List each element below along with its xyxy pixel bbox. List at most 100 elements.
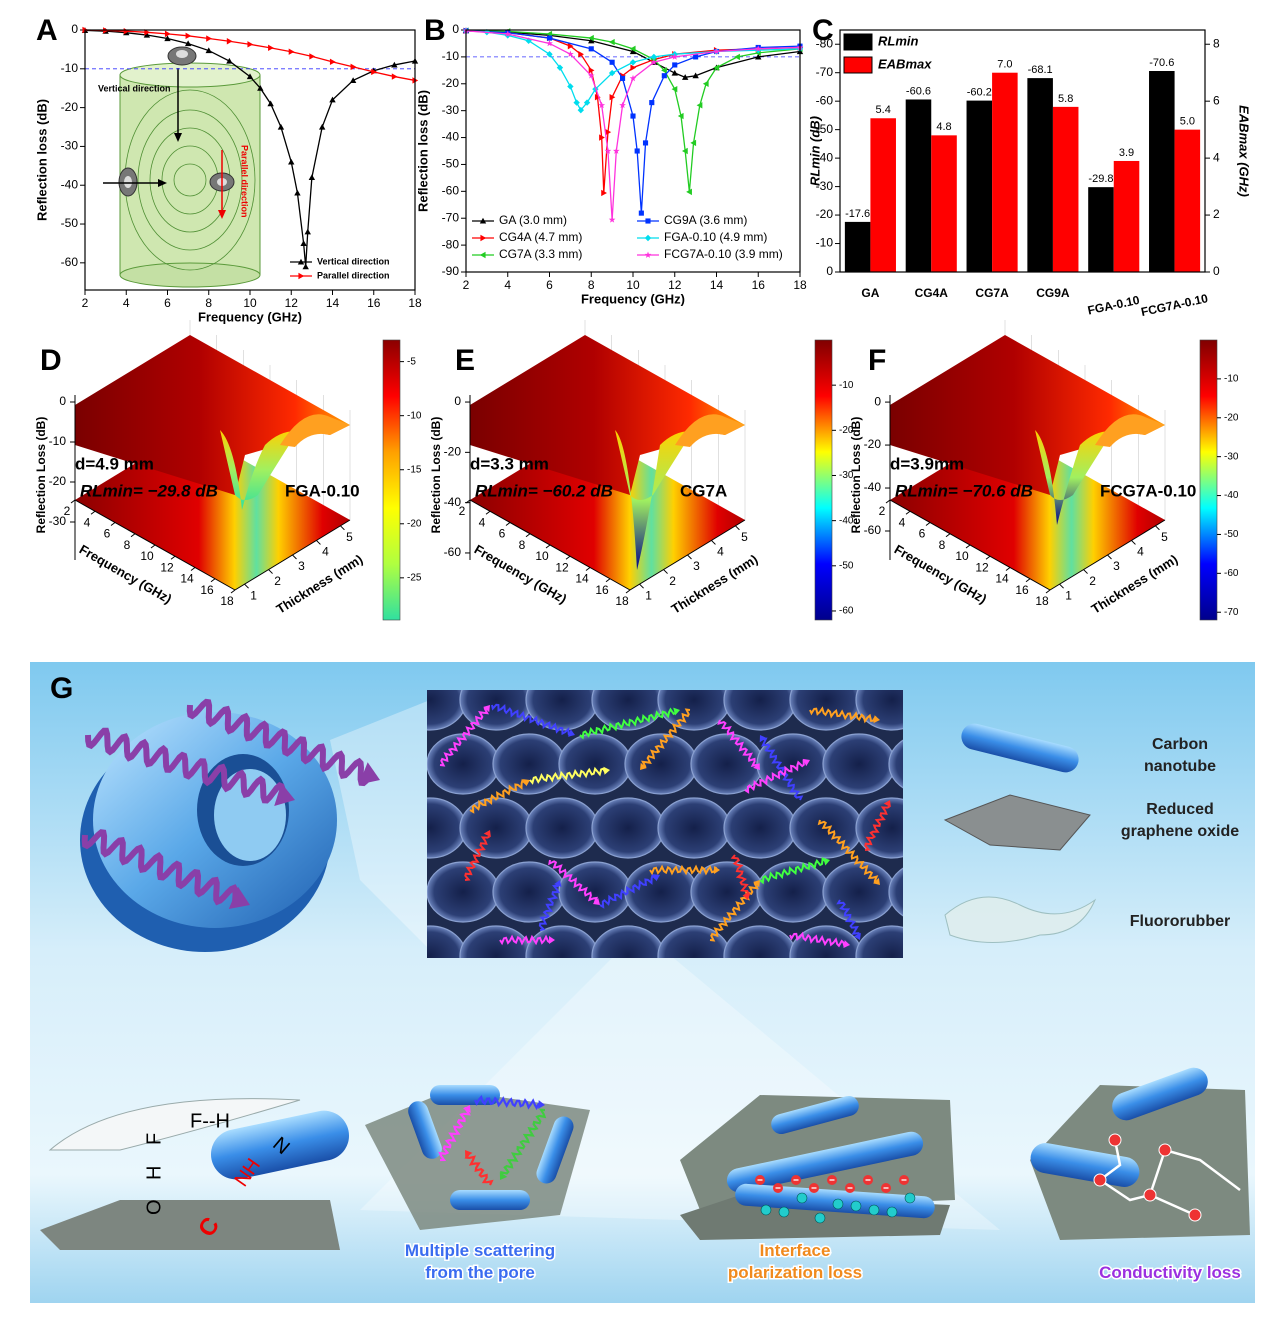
marker [630, 113, 636, 119]
nanotube [771, 1095, 859, 1135]
wave [438, 1106, 471, 1162]
panel-label: A [36, 14, 58, 47]
legend-label: Fluororubber [1130, 913, 1230, 930]
legend-label: EABmax [878, 56, 932, 71]
y-tick-label: 3 [693, 559, 700, 573]
panel-label: G [50, 672, 73, 705]
legend-line: Carbon [1152, 736, 1208, 753]
y-tick-label: 2 [274, 574, 281, 588]
wave [817, 819, 879, 884]
y-tick-label: 4 [1137, 545, 1144, 559]
marker [601, 189, 607, 197]
positive-charge [868, 1204, 880, 1216]
caption-line: polarization loss [728, 1263, 862, 1282]
wave [789, 931, 846, 948]
marker [164, 35, 171, 42]
x-tick-label: 14 [575, 572, 589, 586]
marker [329, 96, 336, 103]
x-tick-label: 6 [919, 527, 926, 541]
marker [308, 174, 316, 181]
marker [588, 67, 595, 74]
wave-head [499, 1172, 508, 1180]
wave-head [483, 705, 490, 713]
x-tick [605, 578, 611, 583]
wave [709, 881, 759, 942]
nanotube [1030, 1143, 1140, 1187]
wave-head [603, 766, 610, 775]
marker [288, 158, 295, 165]
y2-tick-label: 8 [1213, 36, 1220, 50]
y-tick-label: 0 [826, 264, 833, 278]
x-tick-label: 4 [504, 278, 511, 292]
caption-line: from the pore [425, 1263, 535, 1282]
x-tick-label: 14 [710, 278, 724, 292]
marker [649, 100, 655, 106]
marker [608, 69, 616, 77]
marker [713, 64, 720, 71]
surface-ridge [1095, 414, 1165, 447]
panel-label: B [424, 14, 446, 47]
marker [504, 30, 512, 37]
pore-cell [558, 733, 632, 795]
marker [277, 123, 285, 130]
rubber [48, 1098, 301, 1151]
pore-cell [822, 861, 896, 923]
legend-line: graphene oxide [1121, 823, 1239, 840]
x-tick-label: 4 [123, 296, 130, 310]
colorbar-tick-label: -15 [407, 464, 422, 475]
arrow-head [158, 179, 167, 187]
x-tick-label: 18 [220, 594, 234, 608]
marker [644, 234, 652, 242]
nanotube [210, 1110, 350, 1180]
marker [246, 73, 254, 80]
pore-cell [427, 733, 500, 795]
pore-cell [723, 797, 797, 859]
z-tick-label: -30 [49, 514, 67, 528]
legend-line: Fluororubber [1130, 913, 1230, 930]
x-tick-label: 18 [615, 594, 629, 608]
bar [870, 118, 896, 273]
marker [609, 94, 616, 101]
y-tick [244, 583, 249, 589]
marker [681, 74, 689, 80]
x-tick-label: 12 [555, 560, 569, 574]
wave [85, 727, 286, 804]
wave-head [853, 932, 861, 940]
marker [480, 234, 487, 242]
y-tick-label: -60 [61, 255, 79, 269]
wave-head [274, 783, 295, 807]
y-axis-label: Reflection loss (dB) [34, 99, 49, 221]
marker [185, 32, 192, 40]
wave [579, 707, 676, 740]
y-tick-label: 1 [250, 588, 257, 602]
legend-label: FCG7A-0.10 (3.9 mm) [664, 247, 783, 261]
marker [391, 73, 398, 80]
marker [304, 228, 311, 235]
colorbar [1199, 339, 1218, 621]
marker [583, 99, 591, 106]
z-tick-label: 0 [874, 394, 881, 408]
colorbar [814, 339, 833, 621]
ring-hole-inner [214, 769, 286, 861]
wave-head [462, 1105, 471, 1113]
ring-hole [176, 50, 188, 58]
marker [288, 48, 295, 55]
legend-label: CG9A (3.6 mm) [664, 213, 747, 227]
wave-head [538, 1100, 545, 1109]
y-tick-label: 4 [717, 545, 724, 559]
marker [638, 210, 644, 216]
caption: Multiple scattering from the pore [405, 1241, 555, 1282]
annotation: d=3.9mm [890, 454, 964, 473]
marker [754, 45, 762, 52]
x-tick [485, 510, 491, 515]
colorbar-tick-label: -60 [839, 606, 854, 617]
marker [734, 53, 740, 61]
y-tick [1155, 525, 1160, 531]
marker [661, 67, 667, 74]
y-tick-label: -50 [442, 157, 460, 171]
pore-cell [888, 867, 903, 917]
surface [75, 335, 350, 495]
y2-tick-label: 6 [1213, 93, 1220, 107]
marker [206, 35, 212, 42]
y-tick [711, 540, 716, 545]
